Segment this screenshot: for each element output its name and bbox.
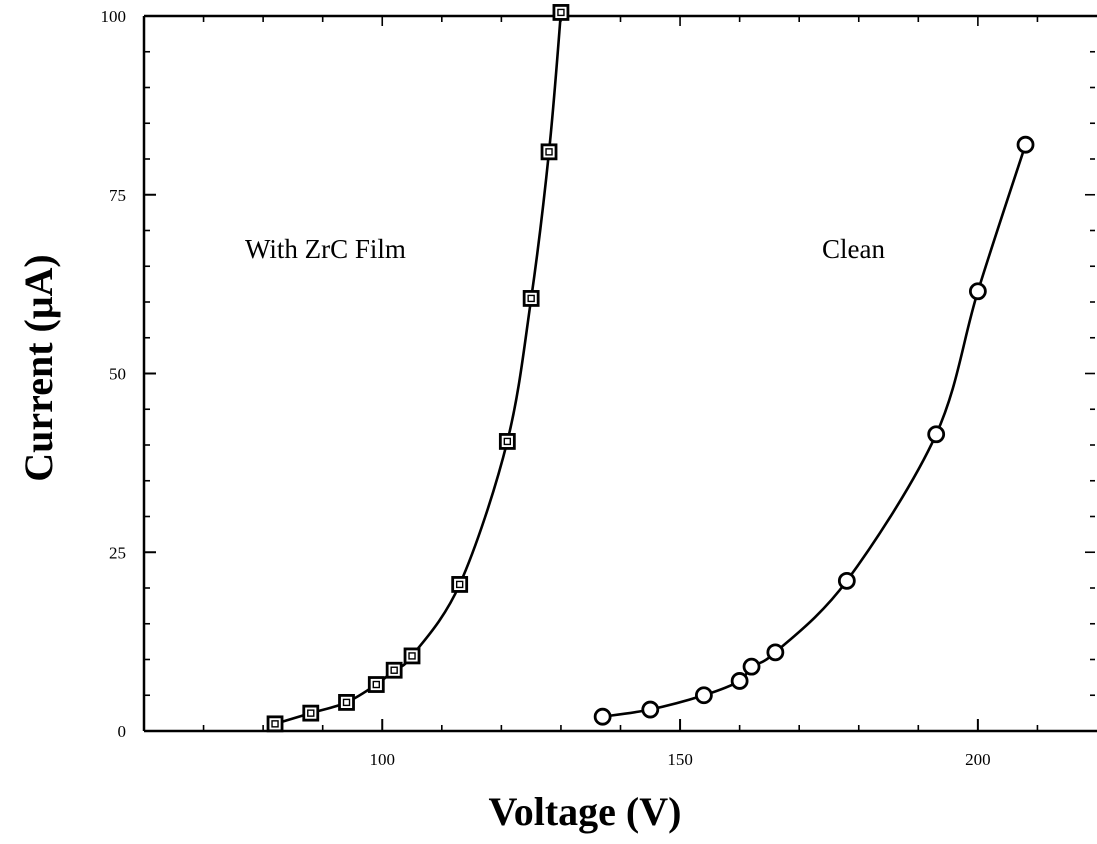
square-marker-inner xyxy=(342,698,351,707)
square-marker xyxy=(451,576,469,593)
square-marker xyxy=(266,715,284,733)
circle-marker xyxy=(927,425,946,444)
x-axis-title: Voltage (V) xyxy=(489,789,682,834)
y-tick-label: 100 xyxy=(101,7,127,26)
annotation-with-zrc-film: With ZrC Film xyxy=(245,234,406,264)
circle-marker xyxy=(742,657,761,676)
y-tick-label: 50 xyxy=(109,365,126,384)
square-marker xyxy=(552,4,570,21)
circle-marker xyxy=(1016,135,1035,154)
circle-marker xyxy=(766,643,785,662)
square-marker xyxy=(522,290,540,307)
x-tick-label: 100 xyxy=(370,750,396,769)
circle-marker xyxy=(968,282,987,301)
y-tick-label: 25 xyxy=(109,543,126,562)
square-marker xyxy=(338,694,355,711)
circle-marker xyxy=(593,707,612,726)
x-tick-label: 200 xyxy=(965,750,991,769)
square-marker-inner xyxy=(408,652,416,660)
circle-marker xyxy=(641,700,660,719)
square-marker-inner xyxy=(557,8,565,17)
ticks: 0 25 50 75 100 100 150 200 xyxy=(101,7,1039,769)
square-marker xyxy=(367,676,385,693)
square-marker-inner xyxy=(527,294,535,303)
square-marker-inner xyxy=(271,720,279,728)
y-tick-label: 0 xyxy=(118,722,127,741)
series-layer xyxy=(266,4,1035,733)
y-tick-label: 75 xyxy=(109,186,126,205)
square-marker xyxy=(540,143,558,161)
square-marker-inner xyxy=(455,580,464,589)
circle-marker xyxy=(694,686,713,705)
square-marker-inner xyxy=(307,709,315,717)
labels: Voltage (V) Current (μA) With ZrC Film C… xyxy=(16,234,885,834)
axes xyxy=(142,14,1097,733)
y-axis-title: Current (μA) xyxy=(16,254,61,481)
series-2-line xyxy=(601,143,1027,718)
annotation-clean: Clean xyxy=(822,234,885,264)
square-marker-inner xyxy=(545,148,553,156)
square-marker-inner xyxy=(503,437,512,446)
square-marker xyxy=(302,704,320,722)
circle-marker xyxy=(837,571,856,590)
series-1-line xyxy=(273,11,563,726)
x-tick-label: 150 xyxy=(667,750,693,769)
square-marker xyxy=(498,433,516,450)
square-marker-inner xyxy=(372,680,380,689)
square-marker xyxy=(385,661,403,679)
square-marker-inner xyxy=(390,666,398,674)
circle-marker xyxy=(730,672,749,690)
square-marker xyxy=(403,647,421,665)
frame-ticks xyxy=(202,15,1095,697)
